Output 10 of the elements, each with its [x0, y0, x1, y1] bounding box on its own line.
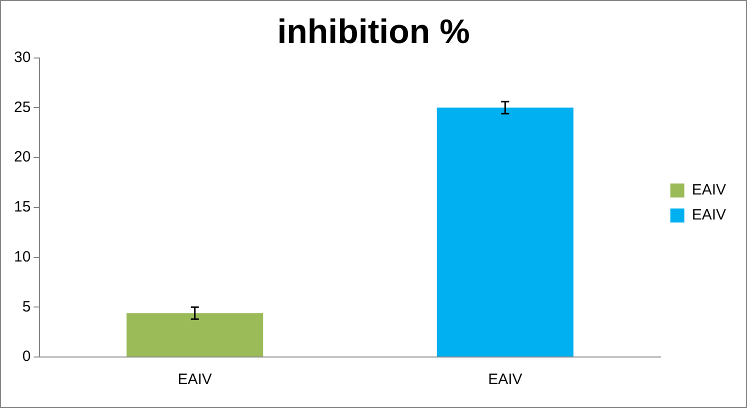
y-tick-label: 20 [14, 148, 31, 166]
legend-label: EAIV [692, 182, 726, 199]
legend-label: EAIV [692, 206, 726, 224]
chart-title: inhibition % [277, 12, 470, 51]
y-tick-label: 10 [14, 248, 31, 266]
y-tick-label: 30 [14, 48, 31, 66]
y-tick-label: 0 [22, 348, 31, 366]
y-tick-label: 5 [22, 298, 31, 316]
y-tick-label: 15 [14, 198, 31, 216]
y-tick-label: 25 [14, 98, 31, 116]
